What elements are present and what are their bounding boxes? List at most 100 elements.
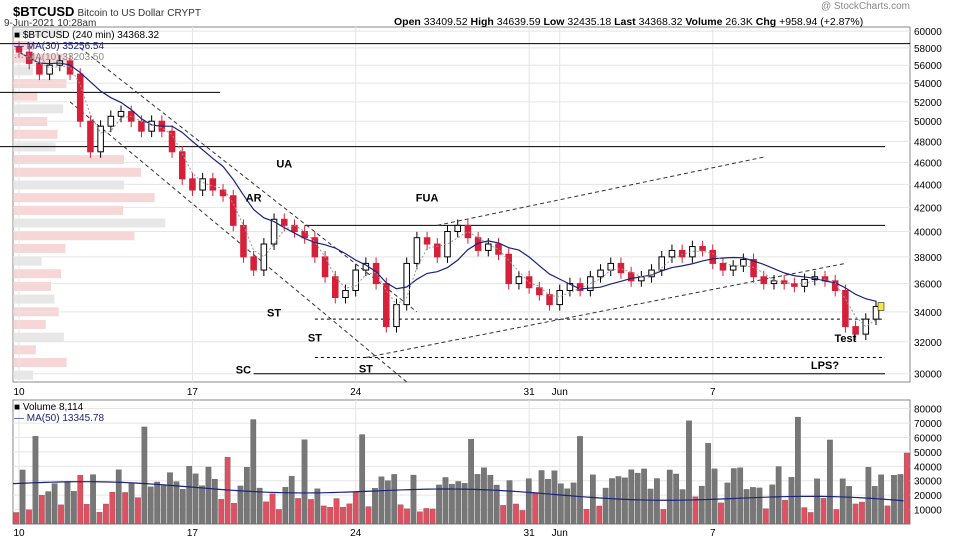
volume-bar — [192, 473, 199, 525]
candle-body — [260, 243, 268, 271]
volume-bar — [474, 474, 481, 525]
volume-bar — [397, 504, 404, 525]
volume-bar — [654, 478, 660, 525]
volume-bar — [730, 468, 737, 525]
volume-bar — [551, 470, 558, 525]
volume-bar — [705, 443, 712, 525]
volume-bar — [897, 474, 904, 525]
volume-bar — [167, 472, 173, 525]
candle-body — [219, 189, 227, 197]
candle-body — [627, 272, 635, 282]
chart-header: $BTCUSD Bitcoin to US Dollar CRYPT — [13, 4, 201, 19]
volume-bar — [481, 467, 487, 525]
volume-bar — [846, 486, 852, 525]
volume-bar — [538, 470, 545, 525]
price-tick-label: 52000 — [914, 98, 942, 109]
volume-bar — [686, 420, 692, 525]
volume-bar — [250, 419, 257, 525]
volume-bar — [833, 509, 840, 525]
volume-bar — [211, 478, 218, 525]
price-tick-label: 48000 — [914, 137, 942, 148]
candle-body — [750, 258, 757, 278]
low-value: 32435.18 — [567, 16, 612, 28]
candle-body — [138, 120, 145, 132]
candle-body — [485, 243, 492, 251]
volume-bar — [391, 474, 398, 525]
volume-bar — [628, 469, 635, 525]
annotation-label: AR — [246, 192, 262, 204]
volume-bar — [775, 466, 782, 525]
volume-bar — [647, 488, 654, 525]
candle-body — [719, 262, 727, 271]
volume-bar — [525, 478, 532, 525]
volume-bar — [570, 482, 577, 525]
volume-bar — [461, 483, 468, 525]
symbol-label: $BTCUSD — [13, 4, 75, 19]
annotation-label: SC — [236, 365, 251, 377]
volume-bar — [199, 485, 205, 525]
volume-bar — [737, 467, 744, 525]
volume-bar — [83, 504, 90, 525]
candle-body — [372, 262, 380, 285]
volume-bar — [147, 486, 154, 525]
volume-profile-bar — [13, 205, 124, 215]
volume-bar — [263, 501, 269, 525]
volume-bar — [666, 469, 673, 525]
candle-body — [842, 289, 849, 328]
volume-tick-label: 40000 — [914, 462, 942, 473]
volume-bar — [852, 503, 859, 525]
volume-bar — [557, 483, 564, 525]
volume-bar — [801, 507, 808, 525]
candle-body — [209, 178, 217, 191]
volume-profile-bar — [13, 281, 51, 291]
volume-bar — [782, 499, 788, 525]
volume-bar — [237, 485, 244, 525]
candle-body — [658, 256, 666, 271]
volume-bar — [839, 478, 846, 525]
price-panel-frame — [12, 26, 911, 383]
candle-body — [597, 269, 604, 278]
volume-tick-label: 20000 — [914, 491, 942, 502]
volume-x-tick-label: 24 — [350, 528, 362, 539]
volume-bar — [359, 434, 366, 525]
candle-body — [87, 120, 94, 153]
exchange-label: CRYPT — [167, 8, 201, 19]
volume-bar — [500, 505, 507, 525]
volume-ma-line — [12, 481, 904, 502]
volume-bar — [436, 484, 442, 525]
volume-x-tick-label: 10 — [13, 528, 25, 539]
volume-bar — [506, 480, 513, 525]
volume-bar — [295, 498, 301, 525]
chg-value: +958.94 (+2.87%) — [779, 16, 864, 28]
volume-bar — [545, 478, 551, 525]
candle-body — [311, 237, 319, 258]
channel-lower — [69, 101, 408, 383]
candle-body — [240, 224, 247, 258]
volume-bar — [756, 487, 763, 525]
volume-bar — [346, 503, 353, 525]
volume-bar — [609, 478, 615, 525]
candle-body — [668, 249, 676, 258]
price-tick-label: 36000 — [914, 280, 942, 291]
volume-bar — [615, 476, 622, 525]
volume-bar — [660, 509, 667, 525]
volume-bar — [327, 507, 334, 525]
volume-bar — [179, 489, 186, 525]
candle-body — [546, 294, 553, 306]
volume-tick-label: 80000 — [914, 405, 942, 416]
volume-tick-label: 70000 — [914, 419, 942, 430]
volume-bar — [442, 477, 449, 525]
legend-vol-ma: — MA(50) 13345.78 — [14, 413, 105, 424]
volume-bar — [788, 477, 795, 525]
candle-body — [229, 195, 237, 226]
price-tick-label: 60000 — [914, 27, 942, 38]
volume-bar — [673, 473, 679, 525]
volume-profile-bar — [13, 193, 155, 203]
volume-bar — [583, 508, 590, 525]
volume-profile-bar — [13, 243, 66, 253]
legend-ma10-text: MA(10) 33203.50 — [26, 52, 105, 63]
volume-bar — [718, 502, 724, 525]
volume-bar — [96, 512, 103, 525]
volume-profile-bar — [13, 231, 135, 241]
